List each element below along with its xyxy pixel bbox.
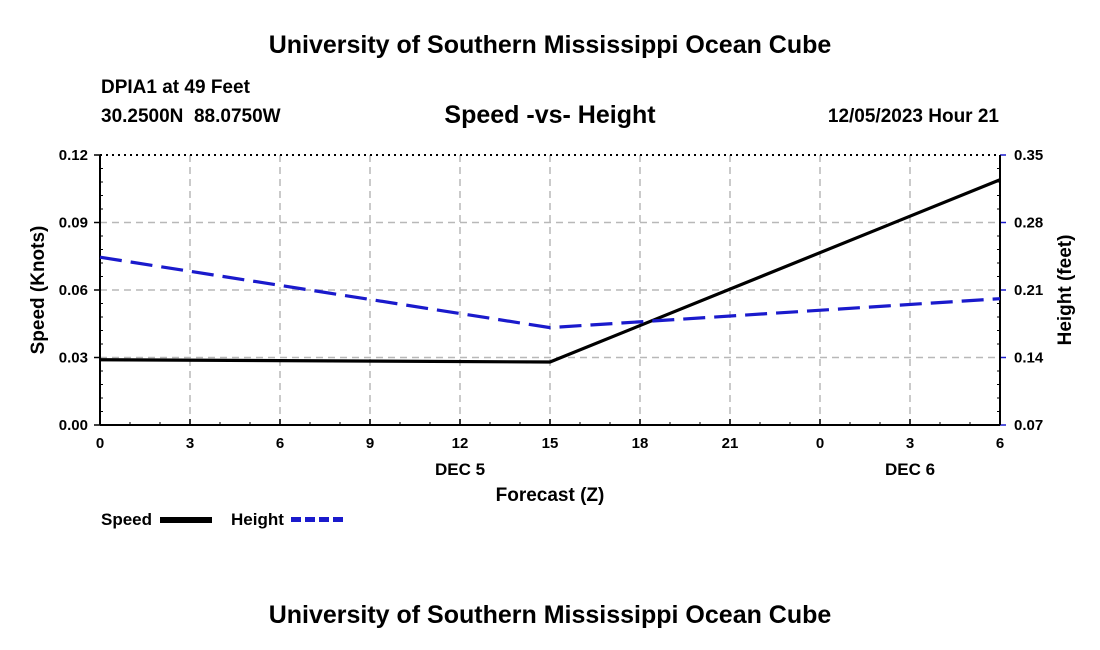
- date-label: DEC 5: [435, 460, 485, 479]
- y-axis-title: Speed (Knots): [28, 226, 49, 355]
- footer-title: University of Southern Mississippi Ocean…: [268, 601, 832, 629]
- forecast-datetime: 12/05/2023 Hour 21: [827, 106, 999, 127]
- legend-height-swatch: [291, 517, 343, 522]
- date-label: DEC 6: [885, 460, 935, 479]
- x-tick-label: 3: [906, 435, 914, 452]
- y2-tick-label: 0.35: [1014, 147, 1043, 164]
- series-line-height: [99, 255, 1001, 330]
- x-tick-label: 12: [452, 435, 469, 452]
- y2-tick-label: 0.28: [1014, 215, 1043, 232]
- x-tick-label: 0: [816, 435, 824, 452]
- y-tick-label: 0.12: [59, 147, 88, 164]
- page-title: University of Southern Mississippi Ocean…: [268, 31, 832, 59]
- station-label: DPIA1 at 49 Feet: [101, 77, 250, 98]
- y-tick-label: 0.00: [59, 417, 88, 434]
- station-coordinates: 30.2500N 88.0750W: [101, 106, 281, 127]
- x-tick-label: 15: [542, 435, 559, 452]
- legend-speed-label: Speed: [101, 510, 153, 529]
- legend-speed-swatch: [160, 517, 212, 523]
- x-tick-label: 0: [96, 435, 104, 452]
- axes: [94, 154, 1006, 426]
- x-tick-label: 6: [276, 435, 284, 452]
- y2-axis-title: Height (feet): [1055, 235, 1076, 346]
- x-tick-label: 9: [366, 435, 374, 452]
- y2-tick-label: 0.14: [1014, 350, 1044, 367]
- y-tick-label: 0.06: [59, 282, 88, 299]
- x-axis-title: Forecast (Z): [496, 485, 605, 506]
- legend-height-label: Height: [231, 510, 284, 529]
- y2-tick-label: 0.21: [1014, 282, 1043, 299]
- x-tick-label: 3: [186, 435, 194, 452]
- y-tick-label: 0.03: [59, 350, 88, 367]
- series: [99, 178, 1001, 364]
- y-tick-label: 0.09: [59, 215, 88, 232]
- y2-tick-label: 0.07: [1014, 417, 1043, 434]
- x-tick-label: 21: [722, 435, 739, 452]
- axis-labels: 0 3 6 9 12 15 18 21 0 3 6 0.00 0.03 0.06 0.09 0.12 0.07 0…: [28, 147, 1076, 506]
- grid: [100, 155, 1000, 425]
- x-tick-label: 18: [632, 435, 649, 452]
- series-line-speed: [99, 178, 1001, 364]
- x-tick-label: 6: [996, 435, 1004, 452]
- chart-title: Speed -vs- Height: [444, 101, 656, 129]
